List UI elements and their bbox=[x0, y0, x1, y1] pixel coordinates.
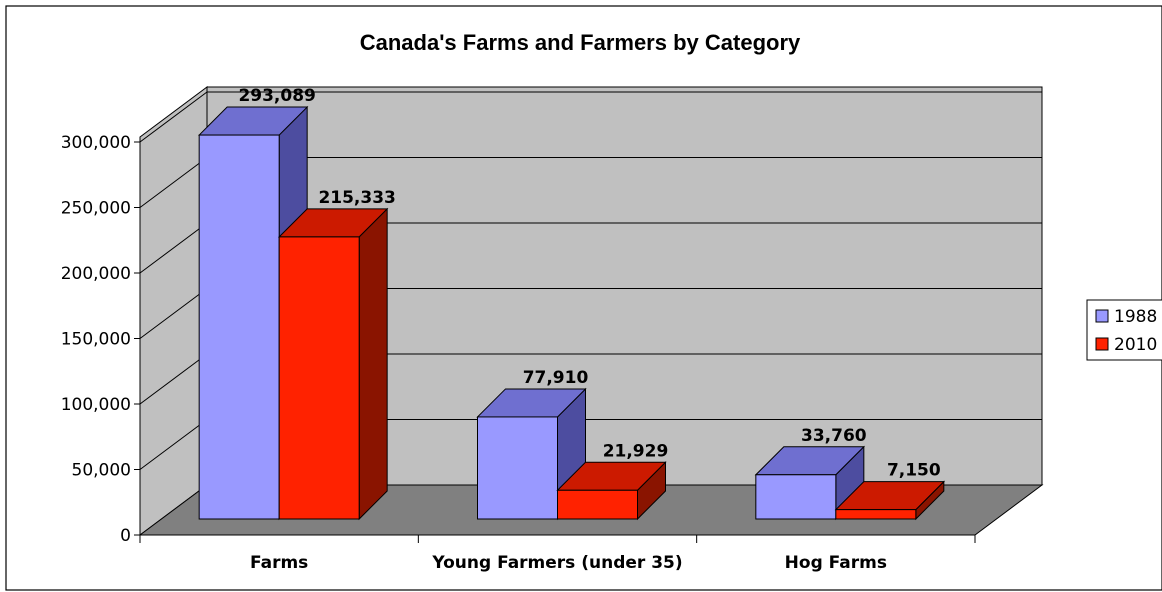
y-tick-label: 150,000 bbox=[61, 330, 131, 350]
bar bbox=[198, 134, 280, 520]
data-label: 293,089 bbox=[238, 86, 315, 106]
bar-1988-2 bbox=[754, 445, 866, 521]
gridline-side bbox=[139, 91, 208, 143]
data-label: 7,150 bbox=[887, 461, 941, 481]
gridline-side bbox=[139, 157, 208, 208]
y-tick-label: 50,000 bbox=[72, 461, 131, 481]
x-tick-label: Hog Farms bbox=[785, 553, 887, 573]
gridline-side bbox=[139, 288, 208, 339]
y-tick-label: 300,000 bbox=[61, 133, 131, 153]
bar bbox=[278, 236, 360, 520]
y-tick-label: 200,000 bbox=[61, 264, 131, 284]
x-tick-label: Young Farmers (under 35) bbox=[431, 553, 682, 573]
y-tick-label: 100,000 bbox=[61, 395, 131, 415]
side-wall bbox=[139, 86, 208, 536]
bar-2010-2 bbox=[834, 480, 946, 521]
plot-area: 0 50,000 100,000 150,000 200,000 250,000 300,0… bbox=[61, 86, 1044, 573]
bar-2010-0 bbox=[277, 207, 389, 521]
data-label: 215,333 bbox=[318, 188, 395, 208]
gridline-side bbox=[139, 419, 208, 470]
legend-swatch bbox=[1095, 309, 1109, 323]
y-tick-label: 0 bbox=[120, 526, 131, 546]
bar bbox=[477, 416, 558, 520]
data-label: 77,910 bbox=[523, 368, 589, 388]
bar-2010-1 bbox=[556, 461, 667, 521]
bar-side bbox=[358, 207, 388, 521]
legend-label: 1988 bbox=[1114, 307, 1157, 327]
gridline-side bbox=[139, 353, 208, 405]
chart-title: Canada's Farms and Farmers by Category bbox=[360, 30, 801, 55]
legend-label: 2010 bbox=[1114, 335, 1157, 355]
y-tick-label: 250,000 bbox=[61, 199, 131, 219]
data-label: 33,760 bbox=[801, 426, 867, 446]
bar bbox=[755, 474, 837, 520]
data-label: 21,929 bbox=[603, 441, 669, 461]
bar bbox=[835, 509, 917, 520]
gridline-side bbox=[139, 222, 208, 274]
x-tick-label: Farms bbox=[250, 553, 308, 573]
bar bbox=[557, 489, 638, 520]
legend-swatch bbox=[1095, 337, 1109, 351]
legend: 1988 2010 bbox=[1086, 299, 1162, 361]
